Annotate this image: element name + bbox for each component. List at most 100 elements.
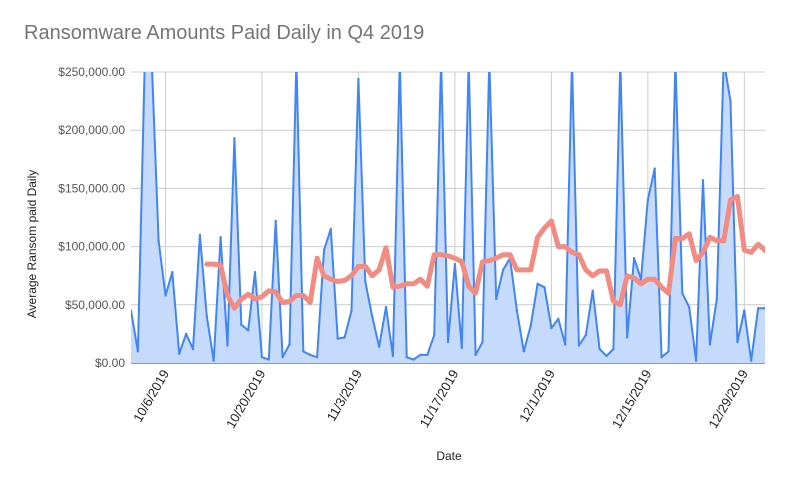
data-point	[446, 340, 450, 344]
data-point	[625, 336, 629, 339]
data-point	[536, 282, 539, 286]
data-point	[267, 358, 271, 361]
data-point	[763, 307, 765, 310]
data-point	[460, 346, 463, 350]
data-point	[308, 353, 312, 357]
data-point	[302, 350, 305, 353]
data-point	[157, 239, 160, 242]
data-point	[550, 326, 553, 330]
data-point	[364, 280, 367, 283]
data-point	[681, 291, 684, 295]
data-point	[246, 329, 250, 332]
data-point	[756, 307, 760, 310]
data-point	[329, 227, 333, 231]
data-point	[522, 350, 526, 353]
data-point	[453, 262, 457, 266]
data-point	[743, 309, 746, 312]
data-point	[440, 59, 442, 61]
data-point	[184, 332, 188, 336]
x-tick-label: 12/1/2019	[516, 367, 558, 425]
data-point	[632, 257, 636, 260]
data-point	[260, 355, 264, 359]
data-point	[674, 59, 676, 61]
data-point	[694, 359, 698, 362]
data-point	[495, 297, 498, 301]
data-point	[370, 315, 374, 318]
x-tick-label: 11/3/2019	[324, 367, 365, 424]
data-point	[350, 309, 353, 312]
data-point	[715, 297, 718, 301]
data-point	[701, 179, 705, 182]
data-point	[605, 354, 608, 358]
data-point	[474, 353, 477, 357]
data-point	[399, 59, 401, 61]
data-point	[205, 315, 209, 318]
data-point	[619, 59, 621, 61]
data-point	[178, 352, 181, 355]
moving-average-line	[204, 194, 765, 311]
data-point	[687, 305, 691, 309]
series-line	[131, 72, 765, 362]
data-point	[488, 59, 490, 61]
data-point	[722, 59, 724, 61]
y-axis-ticks: $0.00 $50,000.00 $100,000.00 $150,000.00 $20…	[58, 65, 125, 370]
x-axis-label: Date	[436, 449, 462, 463]
data-point	[646, 198, 650, 202]
data-point	[357, 77, 360, 81]
y-tick-label: $150,000.00	[58, 181, 125, 195]
data-point	[240, 323, 243, 326]
data-point	[501, 268, 505, 272]
x-tick-label: 10/20/2019	[223, 367, 269, 431]
data-point	[191, 347, 195, 351]
data-point	[515, 309, 519, 312]
data-point	[171, 271, 174, 274]
data-point	[419, 353, 422, 357]
data-point	[750, 359, 753, 362]
data-point	[481, 340, 484, 344]
data-point	[144, 59, 146, 61]
data-point	[667, 350, 670, 353]
data-point	[412, 358, 415, 361]
data-point	[729, 99, 732, 103]
data-point	[612, 347, 615, 351]
data-point	[405, 355, 408, 359]
x-tick-label: 10/6/2019	[130, 367, 172, 425]
data-point	[391, 354, 395, 358]
x-tick-label: 12/15/2019	[609, 367, 655, 431]
data-point	[377, 345, 381, 348]
data-point	[198, 233, 202, 237]
data-point	[598, 347, 601, 351]
data-point	[557, 317, 560, 320]
data-point	[736, 340, 739, 344]
data-point	[336, 337, 339, 340]
y-tick-label: $200,000.00	[58, 123, 125, 137]
data-point	[150, 59, 152, 61]
data-point	[426, 353, 429, 357]
y-tick-label: $100,000.00	[58, 240, 125, 254]
y-tick-label: $0.00	[95, 356, 125, 370]
chart-title: Ransomware Amounts Paid Daily in Q4 2019	[24, 22, 425, 44]
data-point	[384, 305, 388, 309]
data-point	[653, 167, 656, 170]
y-tick-label: $50,000.00	[65, 298, 125, 312]
data-point	[315, 355, 319, 359]
x-tick-label: 12/29/2019	[705, 367, 751, 431]
data-point	[577, 344, 581, 347]
data-point	[343, 336, 346, 339]
data-point	[543, 286, 546, 289]
data-point	[253, 271, 257, 274]
data-point	[274, 219, 277, 223]
x-axis-ticks: 10/6/2019 10/20/2019 11/3/2019 11/17/2019 12…	[130, 367, 751, 431]
data-point	[529, 324, 532, 327]
data-point	[281, 355, 284, 359]
data-point	[164, 294, 167, 297]
data-point	[288, 343, 291, 346]
data-point	[571, 59, 573, 61]
data-point	[660, 355, 663, 359]
x-tick-label: 11/17/2019	[416, 367, 461, 430]
y-tick-label: $250,000.00	[58, 65, 125, 79]
data-point	[591, 289, 594, 293]
plot-area	[131, 59, 765, 363]
data-point	[584, 333, 588, 337]
